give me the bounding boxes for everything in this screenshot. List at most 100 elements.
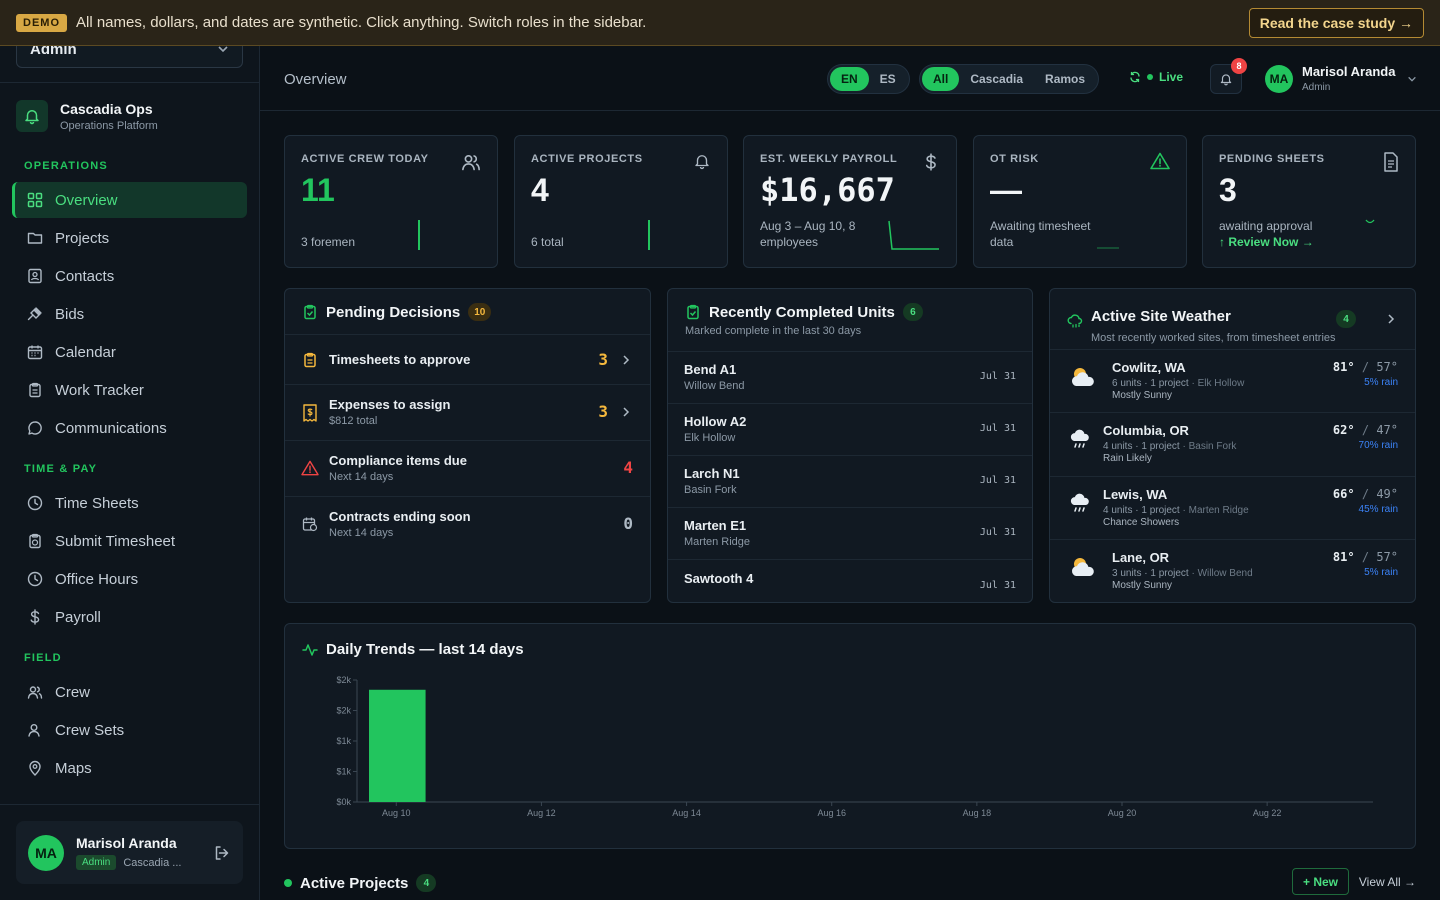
stat-sub: 3 foremen <box>301 234 356 249</box>
unit-date: Jul 31 <box>979 527 1016 538</box>
list-item[interactable]: Bend A1 Willow Bend Jul 31 <box>668 351 1032 403</box>
weather-units: 4 units · 1 project <box>1103 505 1180 516</box>
logout-icon[interactable] <box>213 844 231 862</box>
section-title: Active Projects <box>300 874 409 892</box>
count-badge: 4 <box>1336 310 1356 328</box>
decision-count: 4 <box>623 458 633 477</box>
count-badge: 10 <box>468 303 492 321</box>
weather-temps: 62° / 47° <box>1332 423 1398 437</box>
calendar-clock-icon <box>302 517 318 532</box>
stat-card-ot-risk[interactable]: OT RISK — Awaiting timesheet data <box>973 135 1187 268</box>
org-name: Cascadia Ops <box>60 100 153 117</box>
x-tick-label: Aug 20 <box>1108 808 1137 818</box>
sparkline <box>1365 219 1375 224</box>
chevron-right-icon <box>623 407 630 417</box>
x-tick-label: Aug 18 <box>963 808 992 818</box>
decision-subtitle: Next 14 days <box>329 527 394 539</box>
user-menu[interactable]: MA Marisol Aranda Admin <box>1265 64 1417 93</box>
chevron-down-icon <box>218 46 228 53</box>
stat-label: ACTIVE CREW TODAY <box>301 153 429 165</box>
weather-place: Lewis, WA <box>1103 487 1168 502</box>
sidebar-item-calendar[interactable]: Calendar <box>12 334 247 370</box>
scope-all-button[interactable]: All <box>922 67 960 91</box>
decision-count: 3 <box>598 402 608 421</box>
stat-card-active-projects[interactable]: ACTIVE PROJECTS 4 6 total <box>514 135 728 268</box>
sidebar-item-submit-timesheet[interactable]: Submit Timesheet <box>12 523 247 559</box>
decision-row-expenses[interactable]: Expenses to assign $812 total 3 <box>285 384 650 440</box>
weather-row[interactable]: Cowlitz, WA 6 units · 1 project · Elk Ho… <box>1050 349 1415 412</box>
weather-place: Lane, OR <box>1112 550 1170 565</box>
stat-card-active-crew[interactable]: ACTIVE CREW TODAY 11 3 foremen <box>284 135 498 268</box>
scope-cascadia-button[interactable]: Cascadia <box>970 72 1024 86</box>
stat-sub-line: data <box>990 234 1014 249</box>
weather-condition: Mostly Sunny <box>1112 390 1173 401</box>
decision-row-contracts[interactable]: Contracts ending soon Next 14 days 0 <box>285 496 650 602</box>
org-switcher[interactable]: Cascadia Ops Operations Platform <box>16 100 158 132</box>
sidebar-item-crew[interactable]: Crew <box>12 674 247 710</box>
notification-count: 8 <box>1231 58 1247 74</box>
sidebar-item-maps[interactable]: Maps <box>12 750 247 786</box>
sidebar-item-work-tracker[interactable]: Work Tracker <box>12 372 247 408</box>
stat-card-pending-sheets[interactable]: PENDING SHEETS 3 awaiting approval ↑ Rev… <box>1202 135 1416 268</box>
list-item[interactable]: Larch N1 Basin Fork Jul 31 <box>668 455 1032 507</box>
y-tick-label: $1k <box>336 736 351 746</box>
notifications-button[interactable]: 8 <box>1210 58 1247 94</box>
gavel-icon <box>27 307 42 321</box>
list-item[interactable]: Marten E1 Marten Ridge Jul 31 <box>668 507 1032 559</box>
weather-temps: 81° / 57° <box>1332 360 1398 374</box>
bell-icon <box>695 155 709 170</box>
lang-en-button[interactable]: EN <box>830 67 869 91</box>
panel-header: Recently Completed Units 6 Marked comple… <box>685 303 923 337</box>
stat-card-weekly-payroll[interactable]: EST. WEEKLY PAYROLL $16,667 Aug 3 – Aug … <box>743 135 957 268</box>
weather-row[interactable]: Lane, OR 3 units · 1 project · Willow Be… <box>1050 539 1415 602</box>
sidebar-item-bids[interactable]: Bids <box>12 296 247 332</box>
sparkline <box>888 220 939 250</box>
header-user-role: Admin <box>1302 82 1331 93</box>
weather-row[interactable]: Columbia, OR 4 units · 1 project · Basin… <box>1050 412 1415 476</box>
sidebar-item-contacts[interactable]: Contacts <box>12 258 247 294</box>
clipboard-check-icon <box>687 304 699 320</box>
unit-project: Willow Bend <box>684 380 745 392</box>
sidebar-item-office-hours[interactable]: Office Hours <box>12 561 247 597</box>
sidebar-item-label: Overview <box>55 191 118 209</box>
panel-title: Active Site Weather <box>1091 307 1231 325</box>
cloud-rain-icon <box>1067 314 1083 328</box>
case-study-button[interactable]: Read the case study → <box>1248 8 1424 38</box>
sidebar-item-projects[interactable]: Projects <box>12 220 247 256</box>
temp-high: 62° <box>1332 423 1355 437</box>
new-project-button[interactable]: + New <box>1292 868 1350 895</box>
lang-es-button[interactable]: ES <box>879 72 896 86</box>
list-item[interactable]: Sawtooth 4 Jul 31 <box>668 559 1032 602</box>
user-card[interactable]: MA Marisol Aranda Admin Cascadia ... <box>16 821 243 884</box>
sidebar-item-crew-sets[interactable]: Crew Sets <box>12 712 247 748</box>
sidebar-item-communications[interactable]: Communications <box>12 410 247 446</box>
weather-row[interactable]: Lewis, WA 4 units · 1 project · Marten R… <box>1050 476 1415 539</box>
view-all-link[interactable]: View All → <box>1358 875 1416 889</box>
weather-units: 4 units · 1 project <box>1103 441 1180 452</box>
scope-toggle: All Cascadia Ramos <box>919 64 1100 94</box>
review-now-link[interactable]: ↑ Review Now → <box>1219 234 1314 249</box>
list-item[interactable]: Hollow A2 Elk Hollow Jul 31 <box>668 403 1032 455</box>
weather-meta: 4 units · 1 project · Basin Fork <box>1103 441 1236 452</box>
decision-row-timesheets[interactable]: Timesheets to approve 3 <box>285 334 650 384</box>
stat-value: — <box>990 172 1022 208</box>
weather-units: 3 units · 1 project <box>1112 568 1189 579</box>
chevron-right-icon <box>623 355 630 365</box>
sidebar-item-time-sheets[interactable]: Time Sheets <box>12 485 247 521</box>
panel-title: Pending Decisions <box>326 303 461 321</box>
sidebar-item-overview[interactable]: Overview <box>12 182 247 218</box>
warning-icon <box>301 460 319 476</box>
live-indicator[interactable]: Live <box>1129 70 1183 84</box>
scope-ramos-button[interactable]: Ramos <box>1045 72 1086 86</box>
live-dot <box>1147 74 1153 80</box>
daily-trends-chart: $0k $1k $1k $2k $2k Aug 10 Aug 12 Aug 14 Aug 16 A… <box>336 675 1373 818</box>
x-tick-label: Aug 12 <box>527 808 556 818</box>
decision-row-compliance[interactable]: Compliance items due Next 14 days 4 <box>285 440 650 496</box>
daily-trends-panel: Daily Trends — last 14 days $0k $1k $1k $2k… <box>284 623 1416 849</box>
users-icon <box>27 686 43 699</box>
sidebar-item-payroll[interactable]: Payroll <box>12 599 247 635</box>
weather-temps: 66° / 49° <box>1332 487 1398 501</box>
stat-label: ACTIVE PROJECTS <box>531 153 643 165</box>
chevron-right-icon[interactable] <box>1387 313 1395 325</box>
section-field: FIELD <box>24 652 62 664</box>
